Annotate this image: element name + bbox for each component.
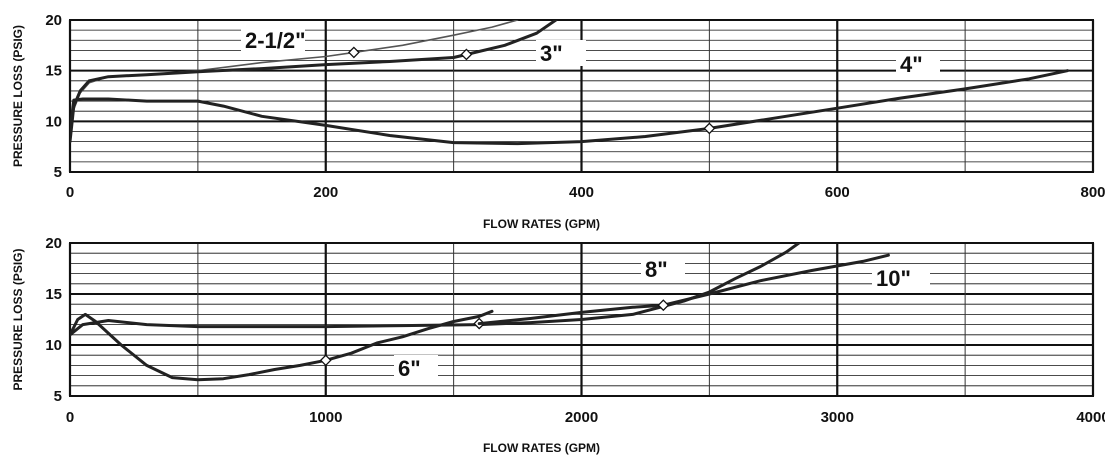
x-tick-label: 0	[66, 184, 74, 201]
x-tick-label: 1000	[309, 409, 342, 426]
y-tick-label: 20	[45, 12, 62, 29]
series-label: 8"	[645, 257, 668, 282]
series-line	[70, 243, 801, 337]
series-line	[70, 20, 558, 144]
x-axis-title: FLOW RATES (GPM)	[483, 441, 600, 455]
series-label-bg	[394, 355, 438, 381]
y-tick-label: 15	[45, 63, 62, 80]
x-axis-title: FLOW RATES (GPM)	[483, 217, 600, 231]
series-label-bg	[641, 256, 685, 282]
y-tick-label: 10	[45, 337, 62, 354]
series-line	[477, 253, 890, 326]
series-marker	[703, 122, 716, 135]
x-tick-label: 400	[569, 184, 594, 201]
series-marker	[347, 46, 360, 59]
y-axis-title: PRESSURE LOSS (PSIG)	[11, 248, 25, 390]
x-tick-label: 800	[1080, 184, 1105, 201]
series-label-bg	[896, 51, 940, 77]
y-axis-title: PRESSURE LOSS (PSIG)	[11, 25, 25, 167]
y-tick-label: 20	[45, 235, 62, 252]
series-line	[70, 309, 494, 382]
series-label-bg	[536, 40, 586, 66]
series-label: 2-1/2"	[245, 28, 306, 53]
y-tick-label: 5	[54, 388, 62, 405]
series-marker	[460, 48, 473, 61]
chart-bottom-large-pipes: 0 1000 2000 3000 4000 5 10 15 20 FLOW RATES (GPM)…	[11, 235, 1105, 455]
series-line	[70, 69, 1069, 146]
x-tick-label: 4000	[1076, 409, 1105, 426]
series-label: 3"	[540, 41, 563, 66]
series-marker	[657, 299, 670, 312]
y-tick-label: 5	[54, 164, 62, 181]
series-label: 10"	[876, 266, 911, 291]
plot-frame	[69, 19, 1094, 173]
series-marker	[319, 354, 332, 367]
series-label: 6"	[398, 356, 421, 381]
x-tick-label: 600	[825, 184, 850, 201]
x-tick-label: 2000	[565, 409, 598, 426]
series-label-bg	[241, 27, 305, 53]
chart-top-small-pipes: 0 200 400 600 800 5 10 15 20 FLOW RATES (GPM) PRES…	[11, 12, 1105, 231]
plot-frame	[69, 242, 1094, 397]
series-label: 4"	[900, 52, 923, 77]
x-tick-label: 3000	[821, 409, 854, 426]
y-tick-label: 10	[45, 113, 62, 130]
x-tick-label: 0	[66, 409, 74, 426]
y-tick-label: 15	[45, 286, 62, 303]
x-tick-label: 200	[313, 184, 338, 201]
series-label-bg	[872, 265, 930, 291]
